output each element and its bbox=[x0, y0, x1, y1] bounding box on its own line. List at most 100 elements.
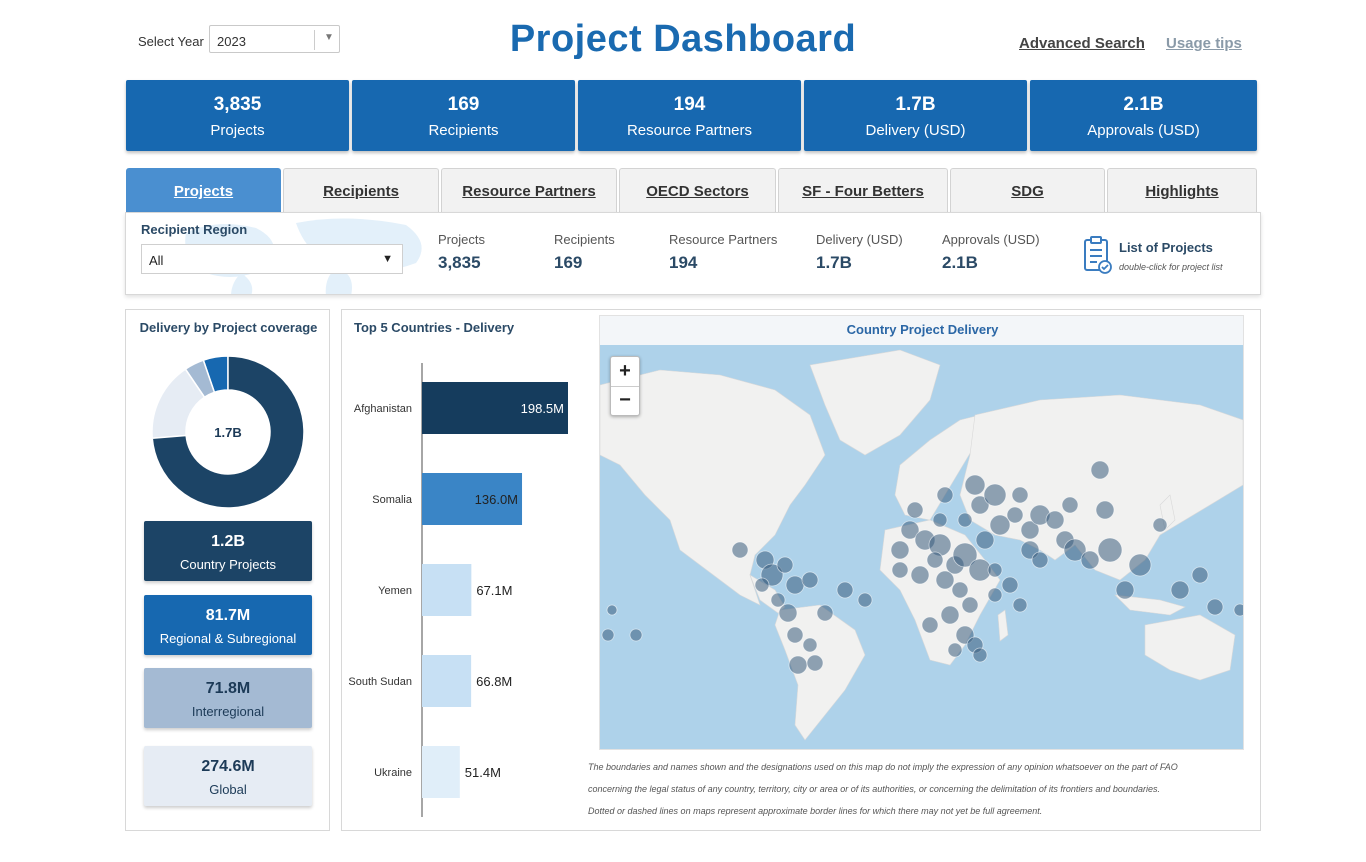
map-bubble[interactable] bbox=[1191, 566, 1209, 584]
zoom-out-button[interactable]: − bbox=[619, 389, 631, 411]
map-bubble[interactable] bbox=[778, 603, 798, 623]
map-bubble[interactable] bbox=[1006, 506, 1024, 524]
recipient-region-select[interactable]: All ▼ bbox=[141, 244, 403, 274]
map-bubble[interactable] bbox=[935, 570, 955, 590]
coverage-tile-country[interactable]: 1.2B Country Projects bbox=[144, 521, 312, 581]
chevron-down-icon[interactable]: ▼ bbox=[324, 32, 334, 43]
usage-tips-link[interactable]: Usage tips bbox=[1166, 35, 1242, 52]
map-bubble[interactable] bbox=[1206, 598, 1224, 616]
tab-resource-partners[interactable]: Resource Partners bbox=[441, 168, 617, 212]
map-bubble[interactable] bbox=[910, 565, 930, 585]
coverage-donut-chart[interactable]: 1.7B bbox=[151, 355, 305, 509]
coverage-tile-regional[interactable]: 81.7M Regional & Subregional bbox=[144, 595, 312, 655]
map-bubble[interactable] bbox=[1097, 537, 1123, 563]
map-bubble[interactable] bbox=[601, 628, 615, 642]
map-bubble[interactable] bbox=[629, 628, 643, 642]
map-bubble[interactable] bbox=[890, 540, 910, 560]
tile-label: Interregional bbox=[191, 704, 265, 719]
tab-highlights[interactable]: Highlights bbox=[1107, 168, 1257, 212]
map-bubble[interactable] bbox=[964, 474, 986, 496]
bar-ukraine[interactable] bbox=[422, 746, 460, 798]
map-bubble[interactable] bbox=[1233, 603, 1243, 617]
map-bubble[interactable] bbox=[989, 514, 1011, 536]
bar-yemen[interactable] bbox=[422, 564, 472, 616]
map-bubble[interactable] bbox=[786, 626, 804, 644]
map-bubble[interactable] bbox=[983, 483, 1007, 507]
map-bubble[interactable] bbox=[801, 571, 819, 589]
tab-oecd-sectors[interactable]: OECD Sectors bbox=[619, 168, 776, 212]
map-bubble[interactable] bbox=[940, 605, 960, 625]
map-bubble[interactable] bbox=[926, 551, 944, 569]
coverage-tile-global[interactable]: 274.6M Global bbox=[144, 746, 312, 806]
map-bubble[interactable] bbox=[776, 556, 794, 574]
map-bubble[interactable] bbox=[970, 495, 990, 515]
stat-value: 3,835 bbox=[438, 253, 481, 272]
tab-sdg[interactable]: SDG bbox=[950, 168, 1105, 212]
map-bubble[interactable] bbox=[1063, 538, 1087, 562]
map-bubble[interactable] bbox=[987, 587, 1003, 603]
map-bubble[interactable] bbox=[1090, 460, 1110, 480]
map-bubble[interactable] bbox=[936, 486, 954, 504]
map-bubble[interactable] bbox=[857, 592, 873, 608]
map-bubble[interactable] bbox=[1170, 580, 1190, 600]
tab-projects[interactable]: Projects bbox=[126, 168, 281, 212]
coverage-tile-interregional[interactable]: 71.8M Interregional bbox=[144, 668, 312, 728]
map-bubble[interactable] bbox=[770, 592, 786, 608]
world-map[interactable] bbox=[600, 345, 1243, 749]
map-bubble[interactable] bbox=[961, 596, 979, 614]
map-bubble[interactable] bbox=[947, 642, 963, 658]
map-bubble[interactable] bbox=[731, 541, 749, 559]
tab-sf-four-betters[interactable]: SF - Four Betters bbox=[778, 168, 948, 212]
map-bubble[interactable] bbox=[1152, 517, 1168, 533]
list-of-projects-link[interactable]: List of Projects bbox=[1119, 240, 1213, 255]
country-delivery-map[interactable]: + − bbox=[600, 345, 1243, 749]
map-bubble[interactable] bbox=[1031, 551, 1049, 569]
disclaimer-line: concerning the legal status of any count… bbox=[588, 784, 1160, 794]
donut-slice-interregional[interactable] bbox=[184, 359, 216, 399]
chevron-down-icon[interactable]: ▼ bbox=[382, 253, 393, 265]
map-bubble[interactable] bbox=[1061, 496, 1079, 514]
map-bubble[interactable] bbox=[802, 637, 818, 653]
map-bubble[interactable] bbox=[1080, 550, 1100, 570]
map-bubble[interactable] bbox=[754, 577, 770, 593]
bar-south-sudan[interactable] bbox=[422, 655, 472, 707]
zoom-in-button[interactable]: + bbox=[611, 357, 639, 387]
map-bubble[interactable] bbox=[606, 604, 618, 616]
map-bubble[interactable] bbox=[951, 581, 969, 599]
year-select[interactable]: 2023 ▼ bbox=[209, 25, 340, 53]
map-bubble[interactable] bbox=[906, 501, 924, 519]
bar-somalia[interactable] bbox=[422, 473, 523, 525]
map-bubble[interactable] bbox=[987, 562, 1003, 578]
map-bubble[interactable] bbox=[921, 616, 939, 634]
tile-value: 71.8M bbox=[205, 680, 251, 697]
map-bubble[interactable] bbox=[1011, 486, 1029, 504]
map-bubble[interactable] bbox=[1095, 500, 1115, 520]
map-bubble[interactable] bbox=[1012, 597, 1028, 613]
map-bubble[interactable] bbox=[816, 604, 834, 622]
map-bubble[interactable] bbox=[1128, 553, 1152, 577]
map-bubble[interactable] bbox=[952, 542, 978, 568]
donut-slice-global[interactable] bbox=[151, 368, 206, 440]
map-bubble[interactable] bbox=[891, 561, 909, 579]
map-bubble[interactable] bbox=[900, 520, 920, 540]
advanced-search-link[interactable]: Advanced Search bbox=[1019, 35, 1145, 52]
map-bubble[interactable] bbox=[1115, 580, 1135, 600]
map-bubble[interactable] bbox=[957, 512, 973, 528]
donut-slice-country[interactable] bbox=[151, 355, 305, 509]
map-bubble[interactable] bbox=[785, 575, 805, 595]
bar-afghanistan[interactable] bbox=[422, 382, 568, 434]
map-bubble[interactable] bbox=[1020, 520, 1040, 540]
map-bubble[interactable] bbox=[975, 530, 995, 550]
map-bubble[interactable] bbox=[806, 654, 824, 672]
tab-recipients[interactable]: Recipients bbox=[283, 168, 439, 212]
clipboard-list-icon[interactable] bbox=[1083, 235, 1113, 275]
map-bubble[interactable] bbox=[932, 512, 948, 528]
map-bubble[interactable] bbox=[836, 581, 854, 599]
map-bubble[interactable] bbox=[1045, 510, 1065, 530]
region-select-value: All bbox=[149, 253, 164, 268]
donut-center-label: 1.7B bbox=[214, 425, 241, 440]
map-bubble[interactable] bbox=[1001, 576, 1019, 594]
kpi-value: 169 bbox=[447, 94, 480, 115]
map-bubble[interactable] bbox=[788, 655, 808, 675]
map-bubble[interactable] bbox=[972, 647, 988, 663]
